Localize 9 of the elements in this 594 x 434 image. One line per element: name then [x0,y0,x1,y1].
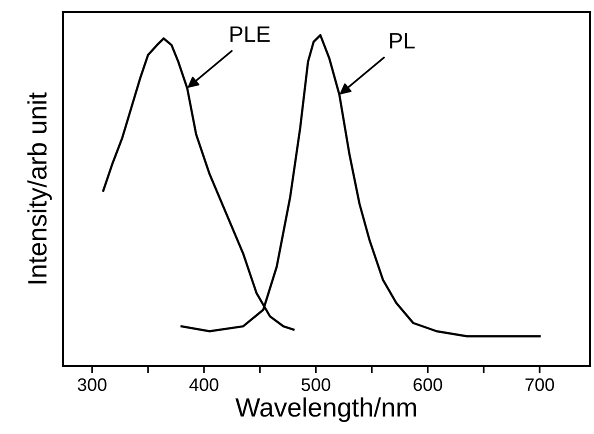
x-tick-label: 400 [189,378,218,392]
y-axis-title: Intensity/arb unit [27,92,52,284]
annotation: PLE [230,26,270,42]
x-tick-label: 500 [302,378,330,392]
x-axis-title: Wavelength/nm [235,397,416,422]
x-tick-label: 700 [526,378,554,392]
annotation: PL [390,33,415,48]
x-tick-label: 600 [414,378,442,392]
x-tick-label: 300 [78,378,106,392]
